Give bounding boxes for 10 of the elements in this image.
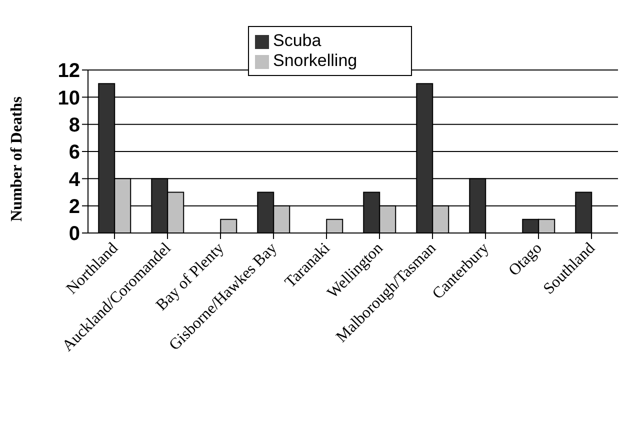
y-tick-label: 10 (58, 87, 80, 110)
y-tick-label: 4 (68, 168, 81, 191)
y-tick-label: 8 (68, 114, 80, 136)
y-tick-label: 12 (58, 60, 80, 82)
y-tick-label: 6 (68, 142, 80, 164)
y-tick-label: 2 (68, 196, 80, 218)
legend-label: Snorkelling (273, 51, 358, 70)
legend-label: Scuba (273, 31, 322, 50)
y-tick-label: 0 (68, 223, 80, 246)
y-axis-title: Number of Deaths (8, 96, 26, 222)
